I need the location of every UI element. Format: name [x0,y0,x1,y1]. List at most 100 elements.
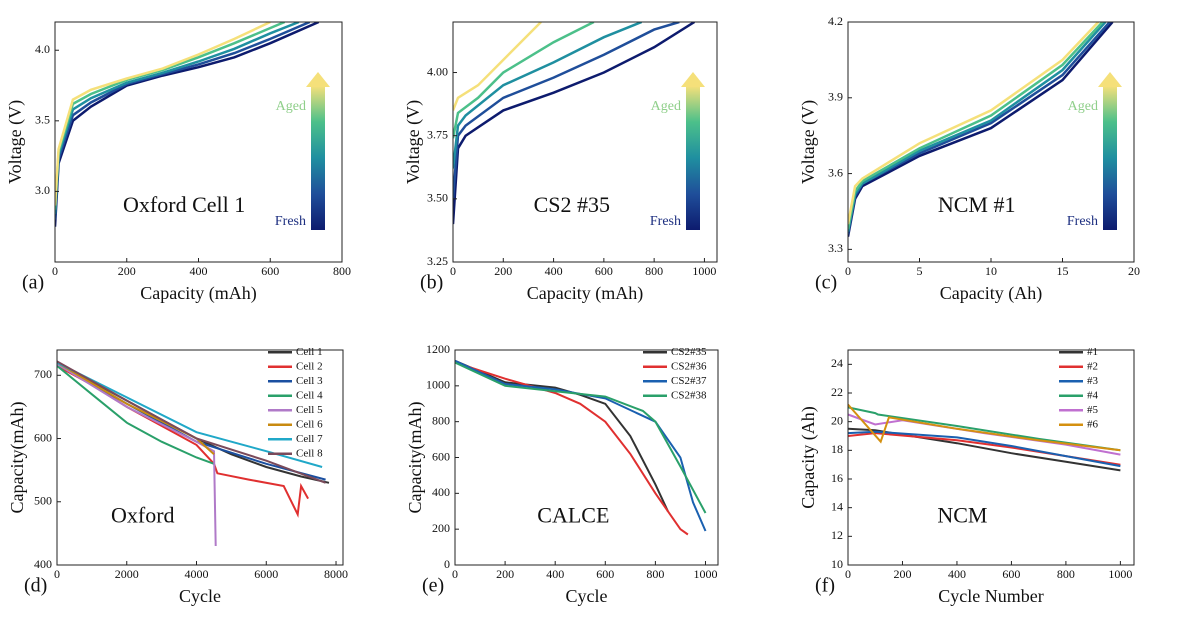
y-tick-label: 3.0 [35,183,50,197]
y-tick-label: 16 [831,471,843,485]
colorbar-top-label: Aged [276,99,306,114]
colorbar [311,86,325,230]
x-tick-label: 800 [645,264,663,278]
y-tick-label: 200 [432,521,450,535]
panel: 0 2000 4000 6000 8000 400 500 600 700 Cycle Capaci… [7,346,348,606]
x-tick-label: 200 [118,264,136,278]
legend-label: CS2#36 [671,360,707,372]
x-tick-label: 400 [948,567,966,581]
x-tick-label: 5 [917,264,923,278]
y-tick-label: 600 [34,430,52,444]
annotation: NCM [937,503,987,528]
annotation: Oxford [111,503,175,528]
x-tick-label: 0 [845,567,851,581]
x-tick-label: 600 [595,264,613,278]
legend-label: Cell 7 [296,433,323,445]
data-line [848,406,1121,452]
colorbar-bottom-label: Fresh [275,214,306,229]
y-tick-label: 4.2 [828,14,843,28]
annotation: NCM #1 [938,192,1016,217]
y-tick-label: 3.50 [427,191,448,205]
legend-label: #3 [1087,375,1099,387]
x-tick-label: 400 [545,264,563,278]
panel: 0 5 10 15 20 3.3 3.6 3.9 4.2 Capacity (Ah) Voltage… [798,14,1140,304]
x-axis-label: Cycle [179,586,221,606]
y-tick-label: 800 [432,413,450,427]
y-tick-label: 18 [831,442,843,456]
x-tick-label: 1000 [692,264,716,278]
y-axis-label: Capacity (Ah) [798,406,819,508]
panel-label: (d) [24,575,47,597]
annotation: Oxford Cell 1 [123,192,245,217]
data-line [848,403,1121,452]
panel-label: (b) [420,272,443,294]
panel: 0 200 400 600 800 1000 0 200 400 600 800 1000 1200 Cy… [405,342,719,606]
colorbar-arrow [681,72,705,87]
data-line [455,361,707,514]
x-tick-label: 800 [333,264,351,278]
data-line [453,22,680,199]
data-line [848,430,1121,468]
x-tick-label: 1000 [1108,567,1132,581]
y-tick-label: 4.00 [427,64,448,78]
legend-label: Cell 8 [296,447,323,459]
y-axis-label: Capacity(mAh) [405,402,426,514]
legend-label: #2 [1087,360,1098,372]
y-tick-label: 12 [831,528,843,542]
x-tick-label: 0 [452,567,458,581]
x-tick-label: 15 [1057,264,1069,278]
colorbar-arrow [306,72,330,87]
data-line [57,361,215,456]
legend-label: #6 [1087,418,1099,430]
y-axis-label: Voltage (V) [798,100,819,184]
legend-label: CS2#38 [671,389,707,401]
y-tick-label: 600 [432,449,450,463]
x-tick-label: 8000 [324,567,348,581]
x-tick-label: 400 [190,264,208,278]
y-tick-label: 1200 [426,342,450,356]
data-line [453,22,595,139]
y-axis-label: Voltage (V) [5,100,26,184]
y-tick-label: 20 [831,413,843,427]
colorbar [686,86,700,230]
panel: 0 200 400 600 800 1000 10 12 14 16 18 20 22 24 Cycle N… [798,346,1135,606]
x-tick-label: 0 [845,264,851,278]
colorbar-bottom-label: Fresh [1067,214,1098,229]
colorbar [1103,86,1117,230]
x-tick-label: 20 [1128,264,1140,278]
legend-label: Cell 1 [296,346,323,358]
legend-label: Cell 6 [296,418,323,430]
x-tick-label: 1000 [693,567,717,581]
panel-label: (c) [815,272,837,294]
legend-label: #4 [1087,389,1099,401]
data-line [455,359,707,532]
colorbar-bottom-label: Fresh [650,214,681,229]
legend-label: Cell 3 [296,375,323,387]
annotation: CS2 #35 [534,192,610,217]
y-tick-label: 400 [34,557,52,571]
x-tick-label: 10 [985,264,997,278]
data-line [453,22,696,225]
data-line [55,22,271,206]
legend-label: CS2#37 [671,375,707,387]
panel-label: (f) [815,575,835,597]
data-line [57,363,217,547]
x-axis-label: Capacity (mAh) [140,283,256,304]
x-tick-label: 200 [494,264,512,278]
y-tick-label: 1000 [426,378,450,392]
x-axis-label: Cycle Number [938,586,1043,606]
x-tick-label: 0 [450,264,456,278]
legend-label: Cell 5 [296,404,323,416]
data-line [455,361,689,536]
y-tick-label: 3.9 [828,90,843,104]
y-tick-label: 0 [444,557,450,571]
y-tick-label: 3.6 [828,165,843,179]
y-tick-label: 3.5 [35,113,50,127]
legend-label: #1 [1087,346,1098,358]
data-line [57,360,326,484]
plot-frame [847,349,1135,566]
x-axis-label: Capacity (Ah) [940,283,1042,304]
legend-label: #5 [1087,404,1099,416]
colorbar-top-label: Aged [1068,99,1098,114]
